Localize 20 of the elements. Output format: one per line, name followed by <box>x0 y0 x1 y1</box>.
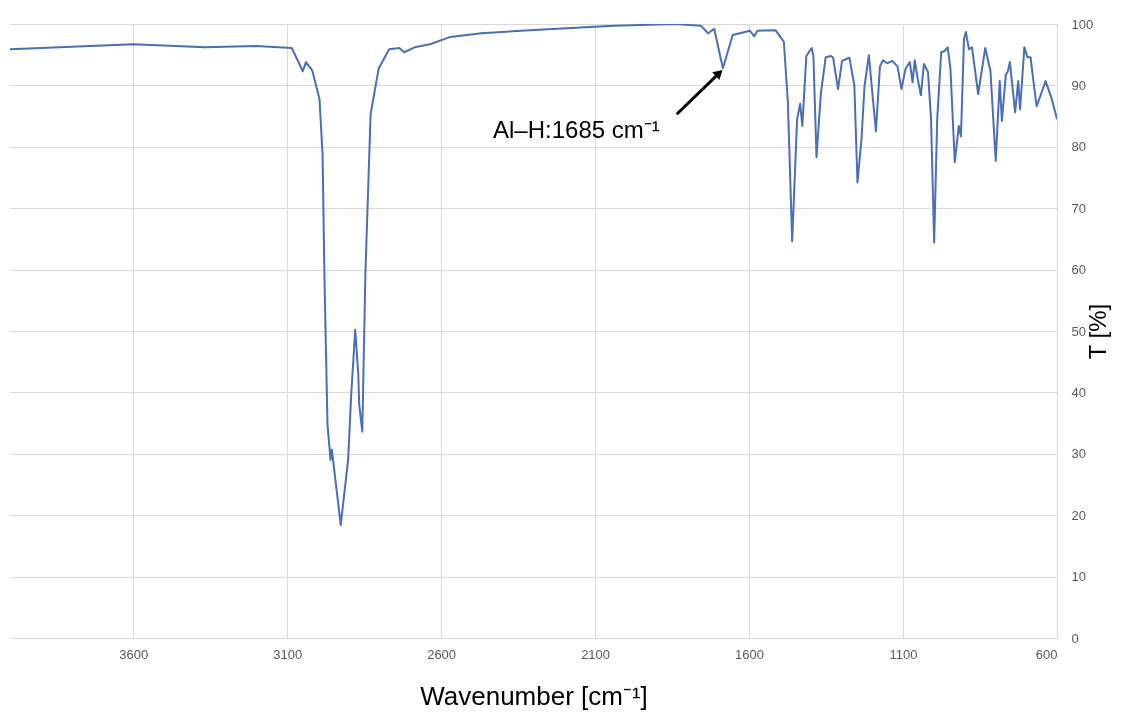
x-tick-label: 3100 <box>273 646 303 662</box>
x-axis-title: Wavenumber [cm⁻¹] <box>420 680 648 711</box>
x-tick-label: 2100 <box>581 646 611 662</box>
x-tick-label: 1100 <box>889 646 918 662</box>
y-tick-label: 0 <box>1071 630 1079 646</box>
y-tick-label: 20 <box>1071 507 1086 523</box>
x-tick-label: 1600 <box>735 646 765 662</box>
annotation: Al–H:1685 cm⁻¹ <box>493 115 660 143</box>
y-tick-label: 100 <box>1071 16 1094 32</box>
x-tick-label: 3600 <box>119 646 149 662</box>
y-tick-label: 50 <box>1071 323 1086 339</box>
y-tick-label: 80 <box>1071 139 1086 155</box>
y-tick-label: 60 <box>1071 262 1086 278</box>
y-tick-label: 70 <box>1071 200 1086 216</box>
y-tick-label: 90 <box>1071 77 1086 93</box>
x-tick-label: 2600 <box>427 646 457 662</box>
y-tick-label: 40 <box>1071 384 1086 400</box>
y-tick-label: 30 <box>1071 446 1086 462</box>
x-tick-label: 600 <box>1035 646 1058 662</box>
y-tick-label: 10 <box>1071 569 1086 585</box>
